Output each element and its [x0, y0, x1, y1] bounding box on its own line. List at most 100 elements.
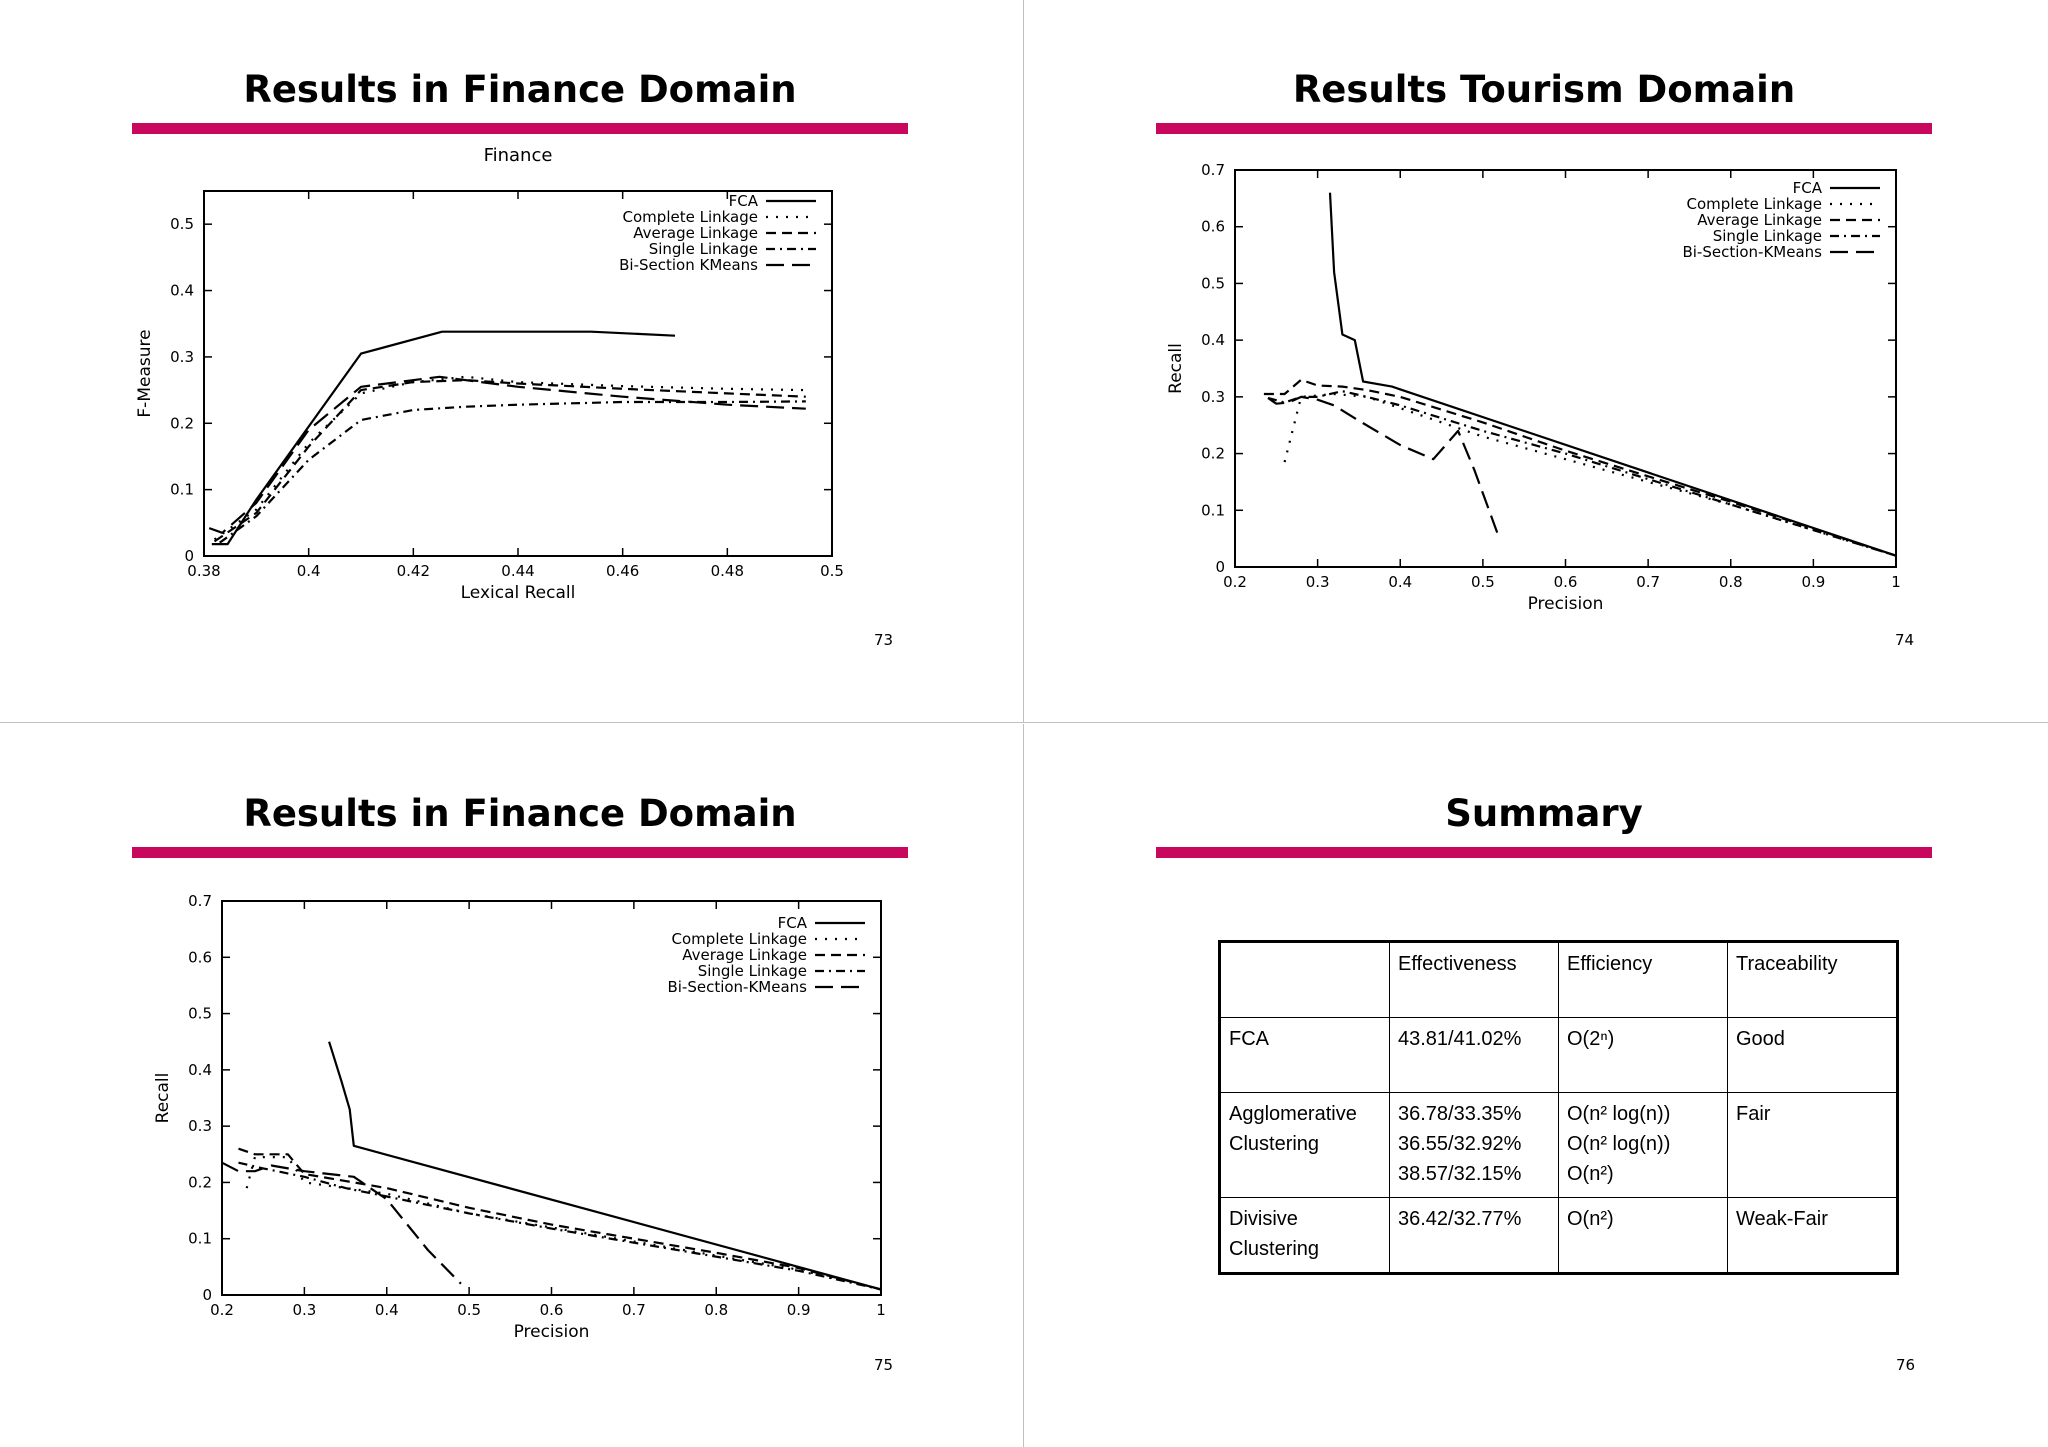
- page-number: 74: [1895, 631, 1915, 649]
- x-tick-label: 0.5: [820, 562, 844, 580]
- x-tick-label: 0.48: [711, 562, 744, 580]
- title-underline: [1156, 123, 1932, 134]
- y-tick-label: 0.6: [1201, 218, 1225, 236]
- x-tick-label: 0.4: [375, 1301, 399, 1319]
- cell-line: Clustering: [1229, 1238, 1320, 1260]
- slide-75: Results in Finance Domain 0.2 0.3 0.4 0.5 0.…: [0, 724, 1024, 1447]
- table-header-cell: Traceability: [1727, 941, 1898, 1018]
- cell-line: O(n² log(n)): [1567, 1103, 1671, 1125]
- x-tick-label: 0.2: [1223, 573, 1247, 591]
- x-tick-label: 0.3: [292, 1301, 316, 1319]
- x-axis-label: Precision: [1528, 594, 1604, 614]
- x-tick-label: 0.4: [1388, 573, 1412, 591]
- x-tick-label: 0.44: [501, 562, 534, 580]
- y-tick-label: 0.4: [188, 1061, 212, 1079]
- finance-precision-recall-chart: 0.2 0.3 0.4 0.5 0.6 0.7 0.8 0.9 1 0 0.1 0.2 0.3 0.4 0.…: [153, 892, 886, 1342]
- y-tick-label: 0.1: [188, 1230, 212, 1248]
- y-axis-label: Recall: [1166, 343, 1186, 394]
- y-tick-label: 0.3: [170, 348, 194, 366]
- series-line: [221, 1161, 462, 1285]
- x-tick-label: 0.8: [704, 1301, 728, 1319]
- cell-line: Clustering: [1229, 1133, 1320, 1155]
- series-line: [328, 1041, 882, 1291]
- table-cell-effectiveness: 43.81/41.02%: [1389, 1017, 1559, 1093]
- legend-label: Average Linkage: [633, 224, 758, 242]
- table-cell-efficiency: O(2ⁿ): [1558, 1017, 1728, 1093]
- series-line: [1267, 390, 1897, 557]
- slide-76: Summary Effectiveness Efficiency Traceab…: [1024, 724, 2048, 1447]
- cell-line: 36.42/32.77%: [1398, 1208, 1522, 1230]
- cell-line: Fair: [1736, 1103, 1771, 1125]
- series-line: [1283, 392, 1897, 557]
- x-tick-label: 0.6: [540, 1301, 564, 1319]
- legend-label: Bi-Section KMeans: [619, 256, 758, 274]
- y-tick-label: 0.5: [1201, 274, 1225, 292]
- x-tick-label: 0.7: [1636, 573, 1660, 591]
- series-line: [1328, 192, 1897, 557]
- x-tick-label: 0.7: [622, 1301, 646, 1319]
- x-tick-label: 0.42: [397, 562, 430, 580]
- table-cell-efficiency: O(n² log(n)) O(n² log(n)) O(n²): [1558, 1092, 1728, 1198]
- table-header-row: Effectiveness Efficiency Traceability: [1219, 941, 1898, 1018]
- table-cell-traceability: Fair: [1727, 1092, 1898, 1198]
- x-tick-label: 0.3: [1306, 573, 1330, 591]
- series-line: [1267, 395, 1501, 539]
- table-row: FCA 43.81/41.02% O(2ⁿ) Good: [1219, 1017, 1898, 1093]
- legend-label: Average Linkage: [682, 946, 807, 964]
- cell-line: Agglomerative: [1229, 1103, 1357, 1125]
- legend-label: Single Linkage: [698, 962, 807, 980]
- chart-title: Finance: [484, 145, 553, 166]
- x-axis-label: Precision: [514, 1322, 590, 1342]
- cell-line: O(n²): [1567, 1163, 1614, 1185]
- table-cell-effectiveness: 36.42/32.77%: [1389, 1197, 1559, 1274]
- series-line: [238, 1161, 882, 1291]
- table-cell-traceability: Weak-Fair: [1727, 1197, 1898, 1274]
- legend-label: Complete Linkage: [623, 208, 758, 226]
- cell-line: FCA: [1229, 1028, 1269, 1050]
- x-tick-label: 0.38: [187, 562, 220, 580]
- x-tick-label: 0.4: [297, 562, 321, 580]
- series-line: [211, 330, 676, 546]
- table-cell-method: Divisive Clustering: [1219, 1197, 1390, 1274]
- table-header-cell: Efficiency: [1558, 941, 1728, 1018]
- summary-table: Effectiveness Efficiency Traceability FC…: [1218, 940, 1899, 1275]
- cell-line: O(n² log(n)): [1567, 1133, 1671, 1155]
- series-line: [208, 375, 806, 534]
- legend-label: FCA: [778, 914, 808, 932]
- slide-73: Results in Finance Domain 0.38 0.4 0.42 0.4…: [0, 0, 1024, 723]
- y-tick-label: 0.1: [170, 481, 194, 499]
- x-tick-label: 0.6: [1554, 573, 1578, 591]
- title-underline: [132, 123, 908, 134]
- series-line: [1263, 378, 1897, 557]
- x-axis-label: Lexical Recall: [461, 583, 576, 603]
- cell-line: 36.78/33.35%: [1398, 1103, 1522, 1125]
- y-tick-label: 0.2: [170, 414, 194, 432]
- y-tick-label: 0.5: [170, 215, 194, 233]
- slide-title: Results Tourism Domain: [1292, 68, 1796, 111]
- y-tick-label: 0.2: [188, 1173, 212, 1191]
- legend-label: Complete Linkage: [1687, 195, 1822, 213]
- series-line: [213, 375, 806, 541]
- cell-line: Good: [1736, 1028, 1785, 1050]
- table-header-cell: Effectiveness: [1389, 941, 1559, 1018]
- page-number: 76: [1896, 1356, 1916, 1374]
- cell-line: O(2ⁿ): [1567, 1028, 1615, 1050]
- legend-label: Single Linkage: [649, 240, 758, 258]
- legend-label: FCA: [729, 192, 759, 210]
- y-axis-label: Recall: [153, 1073, 173, 1124]
- x-tick-label: 0.46: [606, 562, 639, 580]
- y-tick-label: 0.7: [1201, 161, 1225, 179]
- legend-label: Single Linkage: [1713, 227, 1822, 245]
- series-line: [219, 400, 806, 544]
- legend-label: FCA: [1793, 179, 1823, 197]
- y-tick-label: 0: [184, 547, 194, 565]
- cell-line: Divisive: [1229, 1208, 1298, 1230]
- tourism-precision-recall-chart: 0.2 0.3 0.4 0.5 0.6 0.7 0.8 0.9 1 0 0.1 0.2 0.3 0.4 0.…: [1166, 161, 1901, 614]
- y-tick-label: 0.6: [188, 948, 212, 966]
- legend-label: Bi-Section-KMeans: [667, 978, 807, 996]
- legend-label: Bi-Section-KMeans: [1682, 243, 1822, 261]
- table-cell-effectiveness: 36.78/33.35% 36.55/32.92% 38.57/32.15%: [1389, 1092, 1559, 1198]
- y-tick-label: 0.5: [188, 1005, 212, 1023]
- y-tick-label: 0.4: [1201, 331, 1225, 349]
- finance-fmeasure-chart: 0.38 0.4 0.42 0.44 0.46 0.48 0.5 0 0.1 0.2 0.3 0.4 0…: [135, 145, 844, 603]
